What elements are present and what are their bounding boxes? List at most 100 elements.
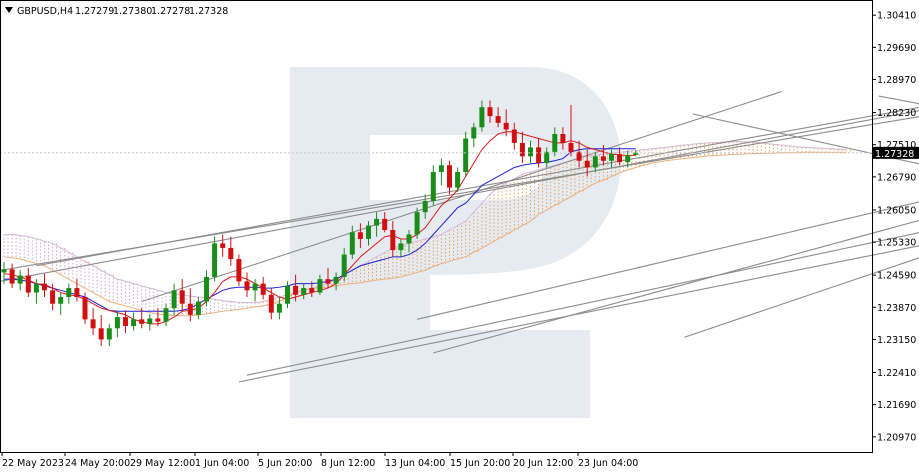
candle-body <box>42 284 47 291</box>
candle-body <box>236 259 241 281</box>
y-tick-label: 1.28230 <box>877 108 916 119</box>
candle-body <box>423 201 428 212</box>
candle-body <box>455 172 460 188</box>
candle-body <box>147 318 152 323</box>
candle-body <box>390 230 395 250</box>
candle-body <box>479 107 484 127</box>
candle-body <box>463 138 468 171</box>
candle-body <box>617 154 622 162</box>
candle-body <box>407 234 412 243</box>
candle-body <box>488 107 493 116</box>
candle-body <box>560 134 565 143</box>
candle-body <box>196 301 201 314</box>
current-price-label: 1.27328 <box>875 149 914 160</box>
candle-body <box>2 269 7 272</box>
candle-body <box>261 284 266 295</box>
candle-body <box>180 290 185 303</box>
close-value: 1.27328 <box>189 6 228 17</box>
candle-body <box>366 226 371 239</box>
candle-body <box>447 165 452 187</box>
candle-body <box>415 212 420 234</box>
x-tick-label: 1 Jun 04:00 <box>195 458 249 469</box>
candle-body <box>74 288 79 297</box>
candle-body <box>107 328 112 339</box>
y-tick-label: 1.30410 <box>877 11 916 22</box>
candle-body <box>155 318 160 321</box>
candle-body <box>139 319 144 323</box>
candle-body <box>204 277 209 302</box>
candle-body <box>34 284 39 293</box>
x-tick-label: 24 May 20:00 <box>65 458 130 469</box>
y-tick-label: 1.26790 <box>877 172 916 183</box>
candle-body <box>277 304 282 313</box>
candle-body <box>309 288 314 292</box>
candle-body <box>293 286 298 295</box>
candle-body <box>625 155 630 162</box>
candle-body <box>164 308 169 321</box>
candle-body <box>83 297 88 319</box>
candle-body <box>528 147 533 156</box>
x-tick-label: 29 May 12:00 <box>130 458 195 469</box>
candle-body <box>10 269 15 283</box>
candle-body <box>334 277 339 284</box>
candle-body <box>593 156 598 167</box>
candle-body <box>317 279 322 292</box>
candle-body <box>398 243 403 250</box>
candle-body <box>609 154 614 161</box>
candle-body <box>172 290 177 308</box>
y-tick-label: 1.22410 <box>877 368 916 379</box>
candle-body <box>91 319 96 328</box>
candle-body <box>285 286 290 304</box>
candle-body <box>569 143 574 152</box>
y-tick-label: 1.25330 <box>877 238 916 249</box>
candle-body <box>301 288 306 295</box>
candle-body <box>585 161 590 168</box>
candle-body <box>520 143 525 156</box>
y-tick-label: 1.21690 <box>877 400 916 411</box>
candle-body <box>115 317 120 328</box>
candle-body <box>358 232 363 239</box>
low-value: 1.27278 <box>151 6 190 17</box>
candle-body <box>552 134 557 152</box>
candle-body <box>228 248 233 259</box>
y-tick-label: 1.26050 <box>877 205 916 216</box>
candle-body <box>536 147 541 163</box>
candle-body <box>342 255 347 277</box>
candle-body <box>431 172 436 201</box>
candle-body <box>350 232 355 254</box>
y-tick-label: 1.29690 <box>877 43 916 54</box>
candle-body <box>326 279 331 283</box>
open-value: 1.27279 <box>75 6 114 17</box>
candle-body <box>26 276 31 293</box>
candle-body <box>382 219 387 230</box>
x-tick-label: 23 Jun 04:00 <box>578 458 638 469</box>
candle-body <box>544 152 549 163</box>
candle-body <box>220 243 225 247</box>
candle-body <box>58 297 63 304</box>
header: GBPUSD,H4 1.27279 1.27380 1.27278 1.2732… <box>5 6 228 17</box>
candle-body <box>66 288 71 297</box>
candle-body <box>188 304 193 315</box>
candle-body <box>123 317 128 326</box>
candle-body <box>18 276 23 284</box>
candle-body <box>496 116 501 123</box>
candle-body <box>269 295 274 313</box>
y-tick-label: 1.24590 <box>877 271 916 282</box>
current-price-tag: 1.27328 <box>873 147 919 160</box>
candle-body <box>50 290 55 303</box>
high-value: 1.27380 <box>113 6 152 17</box>
candle-body <box>471 127 476 138</box>
x-tick-label: 20 Jun 12:00 <box>513 458 573 469</box>
candle-body <box>99 328 104 339</box>
x-tick-label: 8 Jun 12:00 <box>321 458 375 469</box>
x-tick-label: 13 Jun 04:00 <box>385 458 445 469</box>
candle-body <box>601 156 606 160</box>
symbol-label: GBPUSD,H4 <box>17 6 73 17</box>
candle-body <box>512 130 517 143</box>
y-tick-label: 1.23870 <box>877 303 916 314</box>
y-tick-label: 1.23150 <box>877 335 916 346</box>
candle-body <box>374 219 379 226</box>
x-tick-label: 5 Jun 20:00 <box>258 458 312 469</box>
